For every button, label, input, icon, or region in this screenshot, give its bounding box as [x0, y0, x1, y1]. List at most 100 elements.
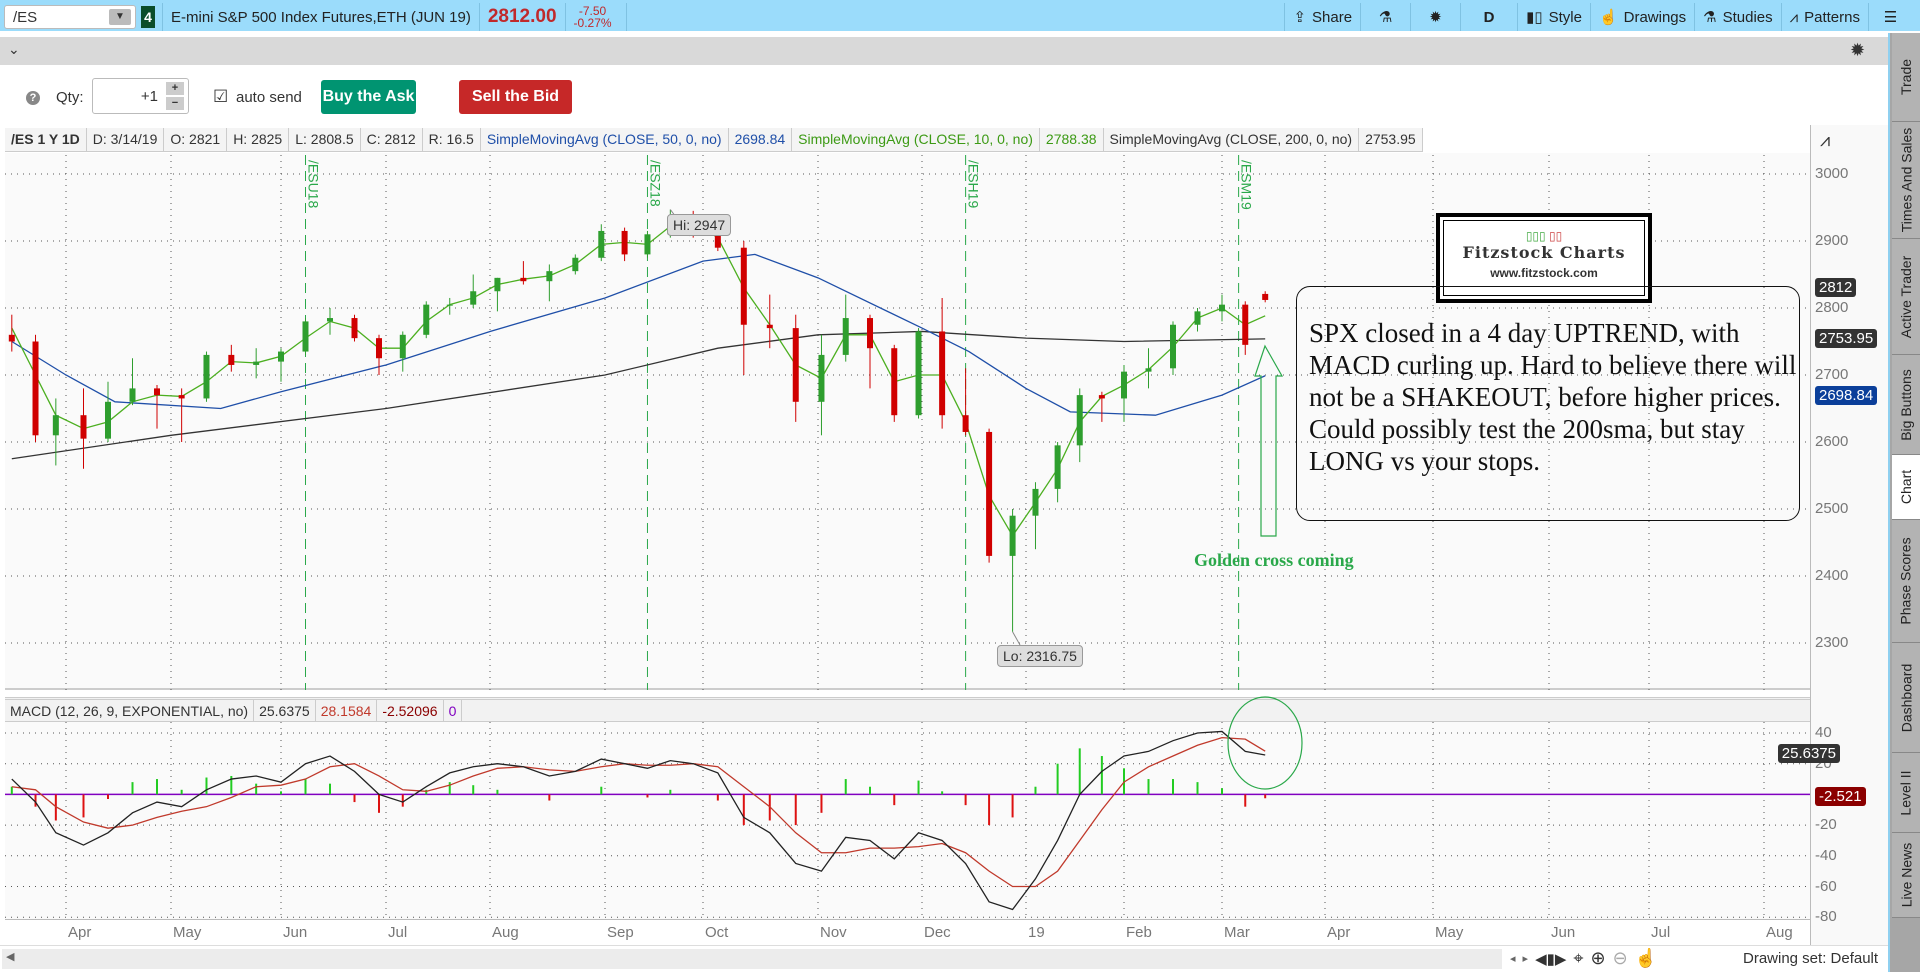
candle-body [1219, 304, 1225, 312]
chart-toolbar: ⇪ Share ⚗ ✹ D ▮▯ Style ☝ Drawings ⚗ Studies … [1284, 3, 1912, 31]
link-badge[interactable]: 4 [141, 6, 155, 28]
symbol-selector[interactable]: /ES ▼ [4, 5, 136, 29]
sma200-label[interactable]: SimpleMovingAvg (CLOSE, 200, 0, no) [1104, 128, 1360, 151]
qty-label: Qty: [56, 89, 84, 106]
month-tick-label: 19 [1028, 924, 1045, 941]
sma50-badge: 2698.84 [1815, 386, 1878, 405]
instrument-title: E-mini S&P 500 Index Futures,ETH (JUN 19… [162, 3, 479, 31]
macd-tick-label: -60 [1815, 877, 1837, 895]
price-axis[interactable] [1810, 125, 1888, 945]
scroll-left-icon[interactable]: ◀ [6, 951, 15, 963]
bar-low: L: 2808.5 [289, 128, 361, 151]
expand-icon[interactable]: ◀▮▶ [1535, 950, 1567, 968]
patterns-button[interactable]: ⩘ Patterns [1780, 3, 1868, 31]
zoom-in-icon[interactable]: ⊕ [1590, 948, 1606, 968]
candle-body [470, 291, 477, 305]
candle-body [1170, 324, 1176, 369]
sma10-line [11, 221, 1266, 538]
contract-roll-label: /ESZ18 [647, 160, 663, 207]
price-tick-label: 2600 [1815, 433, 1849, 450]
contract-roll-label: /ESH19 [966, 160, 982, 208]
style-button[interactable]: ▮▯ Style [1517, 3, 1590, 31]
sidebar-tab-label: Active Trader [1898, 255, 1915, 338]
candle-body [178, 395, 185, 399]
sidebar-tab-dashboard[interactable]: Dashboard [1892, 643, 1920, 753]
up-arrow-icon [1254, 344, 1284, 537]
pan-hand-icon[interactable]: ☝ [1634, 948, 1658, 968]
candle-body [423, 304, 430, 335]
drawing-set-selector[interactable]: Drawing set: Default [1743, 950, 1879, 967]
zoom-out-icon[interactable]: ⊖ [1612, 948, 1628, 968]
sidebar-tab-big-buttons[interactable]: Big Buttons [1892, 355, 1920, 455]
scroll-right-icon[interactable]: ▸ [1522, 953, 1529, 965]
candle-body [714, 227, 721, 248]
studies-button[interactable]: ⚗ Studies [1694, 3, 1781, 31]
candle-body [915, 331, 922, 416]
sma10-label[interactable]: SimpleMovingAvg (CLOSE, 10, 0, no) [792, 128, 1040, 151]
month-tick-label: May [1435, 924, 1464, 941]
price-chart: /ESU18/ESZ18/ESH19/ESM19 [5, 155, 1810, 920]
share-icon: ⇪ [1293, 9, 1307, 26]
chart-symbol[interactable]: /ES 1 Y 1D [5, 128, 87, 151]
sma50-label[interactable]: SimpleMovingAvg (CLOSE, 50, 0, no) [481, 128, 729, 151]
sma200-value: 2753.95 [1359, 128, 1423, 151]
share-button[interactable]: ⇪ Share [1284, 3, 1360, 31]
gear-icon[interactable]: ✹ [1850, 40, 1866, 60]
candle-body [986, 431, 993, 556]
settings-button[interactable]: ✹ [1410, 3, 1460, 31]
qty-stepper[interactable]: +1 + − [92, 78, 189, 114]
buy-the-ask-button[interactable]: Buy the Ask [321, 80, 416, 114]
macd-label[interactable]: MACD (12, 26, 9, EXPONENTIAL, no) [5, 700, 255, 721]
crosshair-icon[interactable]: ⌖ [1573, 948, 1584, 968]
scroll-left-icon[interactable]: ◂ [1510, 953, 1516, 965]
flask-button[interactable]: ⚗ [1360, 3, 1410, 31]
help-icon[interactable]: ? [26, 91, 40, 105]
candle-body [203, 354, 210, 399]
candle-body [891, 348, 898, 416]
sidebar-tab-live-news[interactable]: Live News [1892, 833, 1920, 918]
annotation-note[interactable]: SPX closed in a 4 day UPTREND, with MACD… [1296, 286, 1800, 521]
sell-the-bid-button[interactable]: Sell the Bid [459, 80, 572, 114]
candle-body [376, 338, 382, 359]
bar-range: R: 16.5 [423, 128, 481, 151]
plus-icon[interactable]: + [166, 82, 184, 95]
minus-icon[interactable]: − [166, 97, 184, 110]
timeframe-button[interactable]: D [1460, 3, 1517, 31]
price-tick-label: 2700 [1815, 366, 1849, 383]
symbol-toolbar: /ES ▼ 4 E-mini S&P 500 Index Futures,ETH … [0, 0, 1920, 34]
chart-tools: ◂ ▸ ◀▮▶ ⌖ ⊕ ⊖ ☝ [1510, 946, 1657, 971]
net-change: -7.50 [578, 4, 607, 18]
sidebar-tab-chart[interactable]: Chart [1892, 455, 1920, 520]
menu-button[interactable]: ☰ [1868, 3, 1912, 31]
sidebar-tab-times-and-sales[interactable]: Times And Sales [1892, 122, 1920, 239]
instrument-group: E-mini S&P 500 Index Futures,ETH (JUN 19… [162, 3, 627, 31]
sma50-line [11, 253, 1266, 416]
macd-value: 25.6375 [254, 700, 316, 721]
candle-body [1098, 395, 1105, 399]
sma10-value: 2788.38 [1040, 128, 1104, 151]
autoscale-icon[interactable]: ⩘ [1820, 130, 1831, 150]
sma50-value: 2698.84 [729, 128, 793, 151]
sidebar-tab-level-ii[interactable]: Level II [1892, 753, 1920, 833]
bottom-bar: ◀ ◂ ▸ ◀▮▶ ⌖ ⊕ ⊖ ☝ Drawing set: Default [0, 945, 1888, 972]
chevron-down-icon[interactable]: ⌄ [8, 41, 20, 57]
horizontal-scrollbar[interactable] [2, 949, 1502, 969]
month-tick-label: Jul [388, 924, 408, 941]
sidebar-tab-label: Dashboard [1898, 663, 1914, 732]
logo-candles-icon: ▯▯ [1548, 229, 1563, 243]
auto-send-checkbox[interactable]: ☑ [213, 87, 229, 106]
sidebar-tab-trade[interactable]: Trade [1892, 33, 1920, 122]
drawings-button[interactable]: ☝ Drawings [1589, 3, 1694, 31]
macd-tick-label: 40 [1815, 724, 1832, 741]
chevron-down-icon[interactable]: ▼ [109, 9, 131, 25]
month-tick-label: Jun [1551, 924, 1576, 941]
sidebar-tab-active-trader[interactable]: Active Trader [1892, 239, 1920, 355]
candle-body [1242, 304, 1249, 345]
last-price: 2812.00 [478, 3, 565, 31]
sidebar-tab-label: Level II [1898, 769, 1915, 816]
candle-body [572, 257, 579, 272]
sidebar-tab-phase-scores[interactable]: Phase Scores [1892, 520, 1920, 643]
candle-body [154, 388, 160, 396]
month-tick-label: Dec [924, 924, 951, 941]
candle-body [8, 334, 15, 342]
